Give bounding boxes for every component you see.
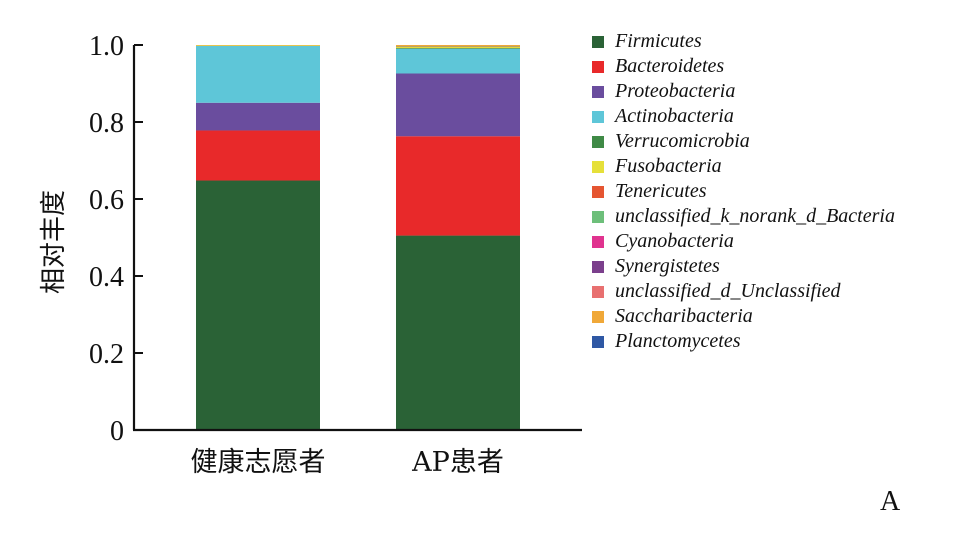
legend-swatch <box>592 210 604 223</box>
legend-item: Actinobacteria <box>592 104 895 129</box>
legend-label: Saccharibacteria <box>615 305 753 327</box>
bar-segment <box>396 46 520 49</box>
bar-segment <box>196 45 320 46</box>
legend-item: Tenericutes <box>592 179 895 204</box>
y-tick-label: 0.4 <box>89 262 124 293</box>
bar-segment <box>396 45 520 47</box>
bar-segment <box>196 102 320 131</box>
bar-segment <box>396 46 520 48</box>
y-tick-label: 0.6 <box>89 185 124 216</box>
legend-swatch <box>592 60 604 73</box>
legend-label: Synergistetes <box>615 255 720 277</box>
legend-label: Cyanobacteria <box>615 230 734 252</box>
legend-item: Cyanobacteria <box>592 229 895 254</box>
bar-segment <box>196 130 320 181</box>
bar-segment <box>396 48 520 49</box>
legend-label: Actinobacteria <box>615 105 734 127</box>
legend-swatch <box>592 235 604 248</box>
legend-item: Saccharibacteria <box>592 304 895 329</box>
plot-area: 0 0.2 0.4 0.6 0.8 1.0 健康志愿者 AP患者 相对丰度 <box>39 31 582 478</box>
legend-swatch <box>592 260 604 273</box>
legend-label: Fusobacteria <box>615 155 722 177</box>
legend-label: Proteobacteria <box>615 80 736 102</box>
bar-segment <box>196 45 320 46</box>
legend-swatch <box>592 85 604 98</box>
bar-segment <box>196 180 320 430</box>
legend-label: Verrucomicrobia <box>615 130 750 152</box>
legend-label: Firmicutes <box>615 30 702 52</box>
panel-label: A <box>880 486 901 517</box>
y-axis-title: 相对丰度 <box>39 190 69 294</box>
legend-swatch <box>592 35 604 48</box>
bar-segment <box>196 45 320 103</box>
bar-segment <box>396 48 520 74</box>
legend-item: Proteobacteria <box>592 79 895 104</box>
legend-item: Planctomycetes <box>592 329 895 354</box>
legend-item: Bacteroidetes <box>592 54 895 79</box>
x-tick-labels: 健康志愿者 AP患者 <box>191 447 504 478</box>
legend-label: Bacteroidetes <box>615 55 725 77</box>
legend: Firmicutes Bacteroidetes Proteobacteria Act… <box>592 29 895 354</box>
y-tick-label: 0.2 <box>89 339 124 370</box>
y-tick-label: 1.0 <box>89 31 124 62</box>
legend-label: Tenericutes <box>615 180 707 202</box>
x-category-label: AP患者 <box>411 447 504 478</box>
legend-label: unclassified_d_Unclassified <box>615 280 841 302</box>
y-tick-label: 0.8 <box>89 108 124 139</box>
x-category-label: 健康志愿者 <box>191 447 326 478</box>
y-tick-label: 0 <box>110 416 124 447</box>
legend-swatch <box>592 310 604 323</box>
legend-item: Firmicutes <box>592 29 895 54</box>
bars <box>196 45 520 430</box>
legend-item: unclassified_k_norank_d_Bacteria <box>592 204 895 229</box>
bar-segment <box>396 136 520 236</box>
legend-swatch <box>592 135 604 148</box>
legend-swatch <box>592 335 604 348</box>
legend-swatch <box>592 160 604 173</box>
legend-item: Synergistetes <box>592 254 895 279</box>
legend-item: unclassified_d_Unclassified <box>592 279 895 304</box>
legend-item: Fusobacteria <box>592 154 895 179</box>
legend-swatch <box>592 110 604 123</box>
legend-label: unclassified_k_norank_d_Bacteria <box>615 205 895 227</box>
legend-item: Verrucomicrobia <box>592 129 895 154</box>
bar-segment <box>396 73 520 137</box>
legend-swatch <box>592 285 604 298</box>
y-ticks: 0 0.2 0.4 0.6 0.8 1.0 <box>89 31 143 447</box>
bar-segment <box>396 46 520 47</box>
legend-label: Planctomycetes <box>615 330 741 352</box>
legend-swatch <box>592 185 604 198</box>
bar-segment <box>396 235 520 430</box>
